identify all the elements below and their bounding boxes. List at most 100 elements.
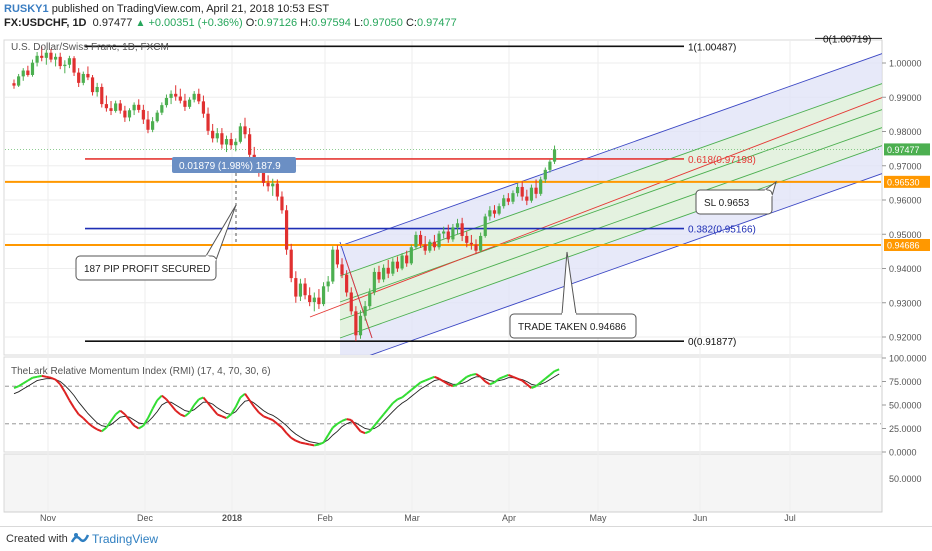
rmi-segment [346,418,352,422]
footer: Created with TradingView [0,526,932,551]
candle-body [451,227,455,240]
rmi-segment [263,415,269,420]
time-axis: Nov Dec 2018 Feb Mar Apr May Jun Jul [40,513,796,523]
rmi-segment [221,415,227,420]
candle-body [515,186,520,194]
measure-badge [172,157,296,173]
candle-body [220,133,224,145]
rmi-segment [332,423,339,429]
candle-body [17,76,21,86]
rmi-segment [466,373,472,378]
rmi-segment [544,374,551,380]
candle-body [460,223,464,236]
callout-joint [205,255,217,261]
rmi-segment [184,411,191,418]
rmi-segment [87,422,94,428]
candle-body [137,104,141,110]
candle-body [49,52,53,60]
rmi-segment [503,373,509,378]
rmi-segment [216,413,223,418]
rmi-segment [447,383,454,388]
rmi-segment [290,437,297,442]
candle-body [312,297,316,303]
rmi-tick-label: 75.0000 [889,377,922,387]
time-tick-label: Nov [40,513,57,523]
candle-body [127,110,132,118]
rmi-segment [18,382,24,388]
candle-body [455,223,460,228]
rmi-segment [68,399,75,409]
rmi-segment [22,379,29,385]
rmi-segment [276,423,283,429]
rmi-segment [429,375,435,380]
rmi-segment [397,396,403,401]
rmi-segment [336,420,343,425]
candle-body [400,255,404,269]
rmi-segment [401,392,408,399]
candle-body [40,55,44,58]
candle-body [479,235,483,251]
candle-body [151,121,155,130]
channel-inner-fill [340,83,882,338]
candle-body [266,182,270,187]
time-tick-label: Feb [317,513,333,523]
candle-body [280,196,284,211]
symbol-label: FX:USDCHF, 1D [4,17,87,29]
candle-body [118,103,122,111]
candle-body [506,198,510,202]
candle-body [386,267,390,274]
candle-body [238,126,242,142]
candle-body [335,249,339,265]
rmi-segment [161,394,168,401]
rmi-segment [101,426,108,433]
price-chart[interactable]: 1(1.00487) 0.618(0.97198) 0.382(0.95166) 0(… [0,34,932,526]
candle-body [474,244,478,251]
rmi-segment [54,378,61,386]
channel-line [339,53,882,247]
channel-line [339,145,882,339]
rmi-segment [50,376,56,381]
pitchfork-handle-mid [345,259,373,339]
time-tick-label: Apr [502,513,516,523]
candle-body [95,86,99,93]
candle-body [63,64,67,67]
rmi-segment [46,375,52,379]
candle-body [234,141,238,146]
rmi-segment [456,379,463,386]
candle-body [483,216,487,236]
candle-body [164,97,169,106]
rmi-segment [41,374,47,378]
candle-body [418,234,423,245]
rmi-segment [211,408,219,416]
rmi-segment [350,419,357,427]
candle-body [358,315,363,336]
candle-body [446,231,450,240]
candle-body [349,292,353,312]
candle-body [197,93,201,102]
candle-body [308,295,312,303]
candle-body [275,183,279,197]
candle-body [548,161,552,170]
rmi-segment [281,426,288,434]
rmi-segment [540,377,546,384]
callout-text: 187 PIP PROFIT SECURED [84,264,210,275]
rmi-segment [285,432,292,439]
price-tick-label: 0.97000 [889,161,922,171]
rmi-segment [142,417,149,427]
rmi-segment [535,381,542,387]
rmi-segment [110,413,117,422]
candle-body [12,83,16,86]
rmi-segment [355,425,362,432]
close-value: 0.97477 [416,17,457,29]
channel-line [339,127,882,321]
price-tick-label: 0.95000 [889,230,922,240]
rmi-segment [471,373,477,376]
rmi-segment [507,373,514,378]
price-label-box [884,239,930,252]
author-link[interactable]: RUSKY1 [4,3,49,15]
candle-body [146,119,150,130]
candle-body [492,210,497,214]
rmi-segment [452,383,458,388]
up-arrow-icon: ▲ [135,18,146,29]
tradingview-brand[interactable]: TradingView [92,532,159,546]
